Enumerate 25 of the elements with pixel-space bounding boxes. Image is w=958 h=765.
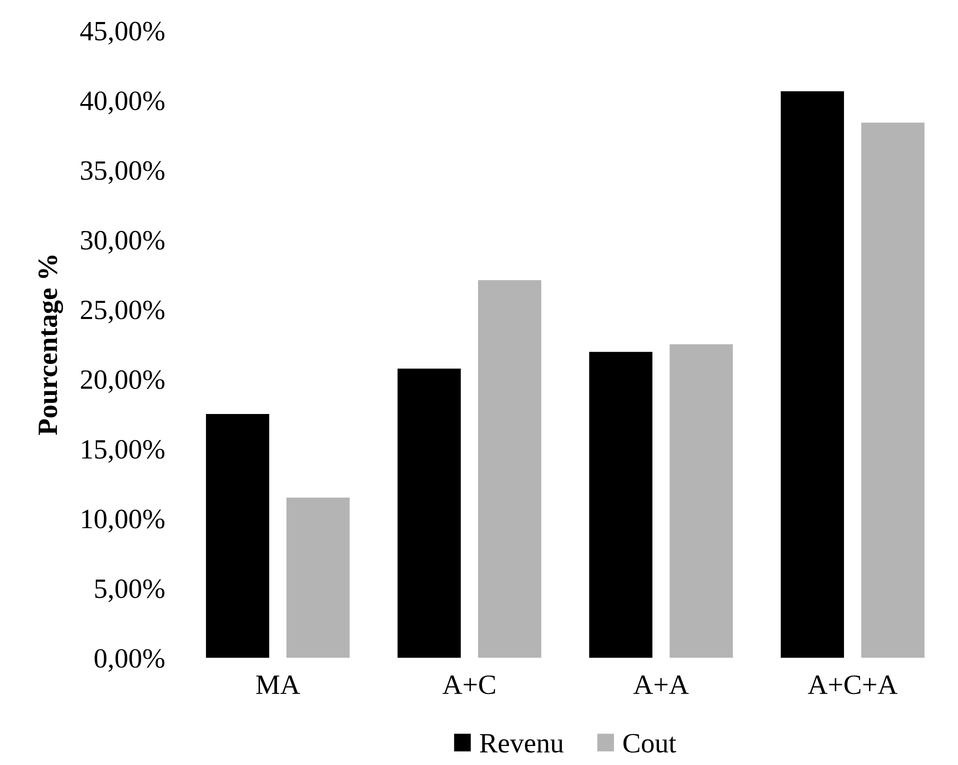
x-tick-label: MA xyxy=(256,676,300,694)
bar xyxy=(286,498,350,658)
bar xyxy=(861,122,924,658)
bar xyxy=(780,91,844,658)
y-tick-label: 30,00% xyxy=(81,230,164,254)
x-tick-label: A+C xyxy=(442,675,496,694)
bar xyxy=(398,368,461,658)
legend-label: Cout xyxy=(623,734,676,753)
y-tick-label: 20,00% xyxy=(80,370,164,394)
y-tick-label: 10,00% xyxy=(82,510,164,532)
y-tick-label: 25,00% xyxy=(80,300,164,324)
legend-label: Revenu xyxy=(480,734,564,753)
y-tick-label: 40,00% xyxy=(80,91,164,114)
y-tick-label: 15,00% xyxy=(82,440,164,463)
y-tick-label: 45,00% xyxy=(80,22,164,45)
x-tick-label: A+C+A xyxy=(808,675,898,694)
y-axis-title: Pourcentage % xyxy=(38,256,64,435)
y-tick-label: 35,00% xyxy=(81,161,164,184)
x-tick-label: A+A xyxy=(633,676,689,694)
bar xyxy=(206,414,270,658)
bar xyxy=(478,280,542,658)
y-tick-label: 5,00% xyxy=(95,579,164,602)
y-tick-label: 0,00% xyxy=(94,649,164,672)
bar xyxy=(589,352,652,658)
bar xyxy=(670,344,733,658)
